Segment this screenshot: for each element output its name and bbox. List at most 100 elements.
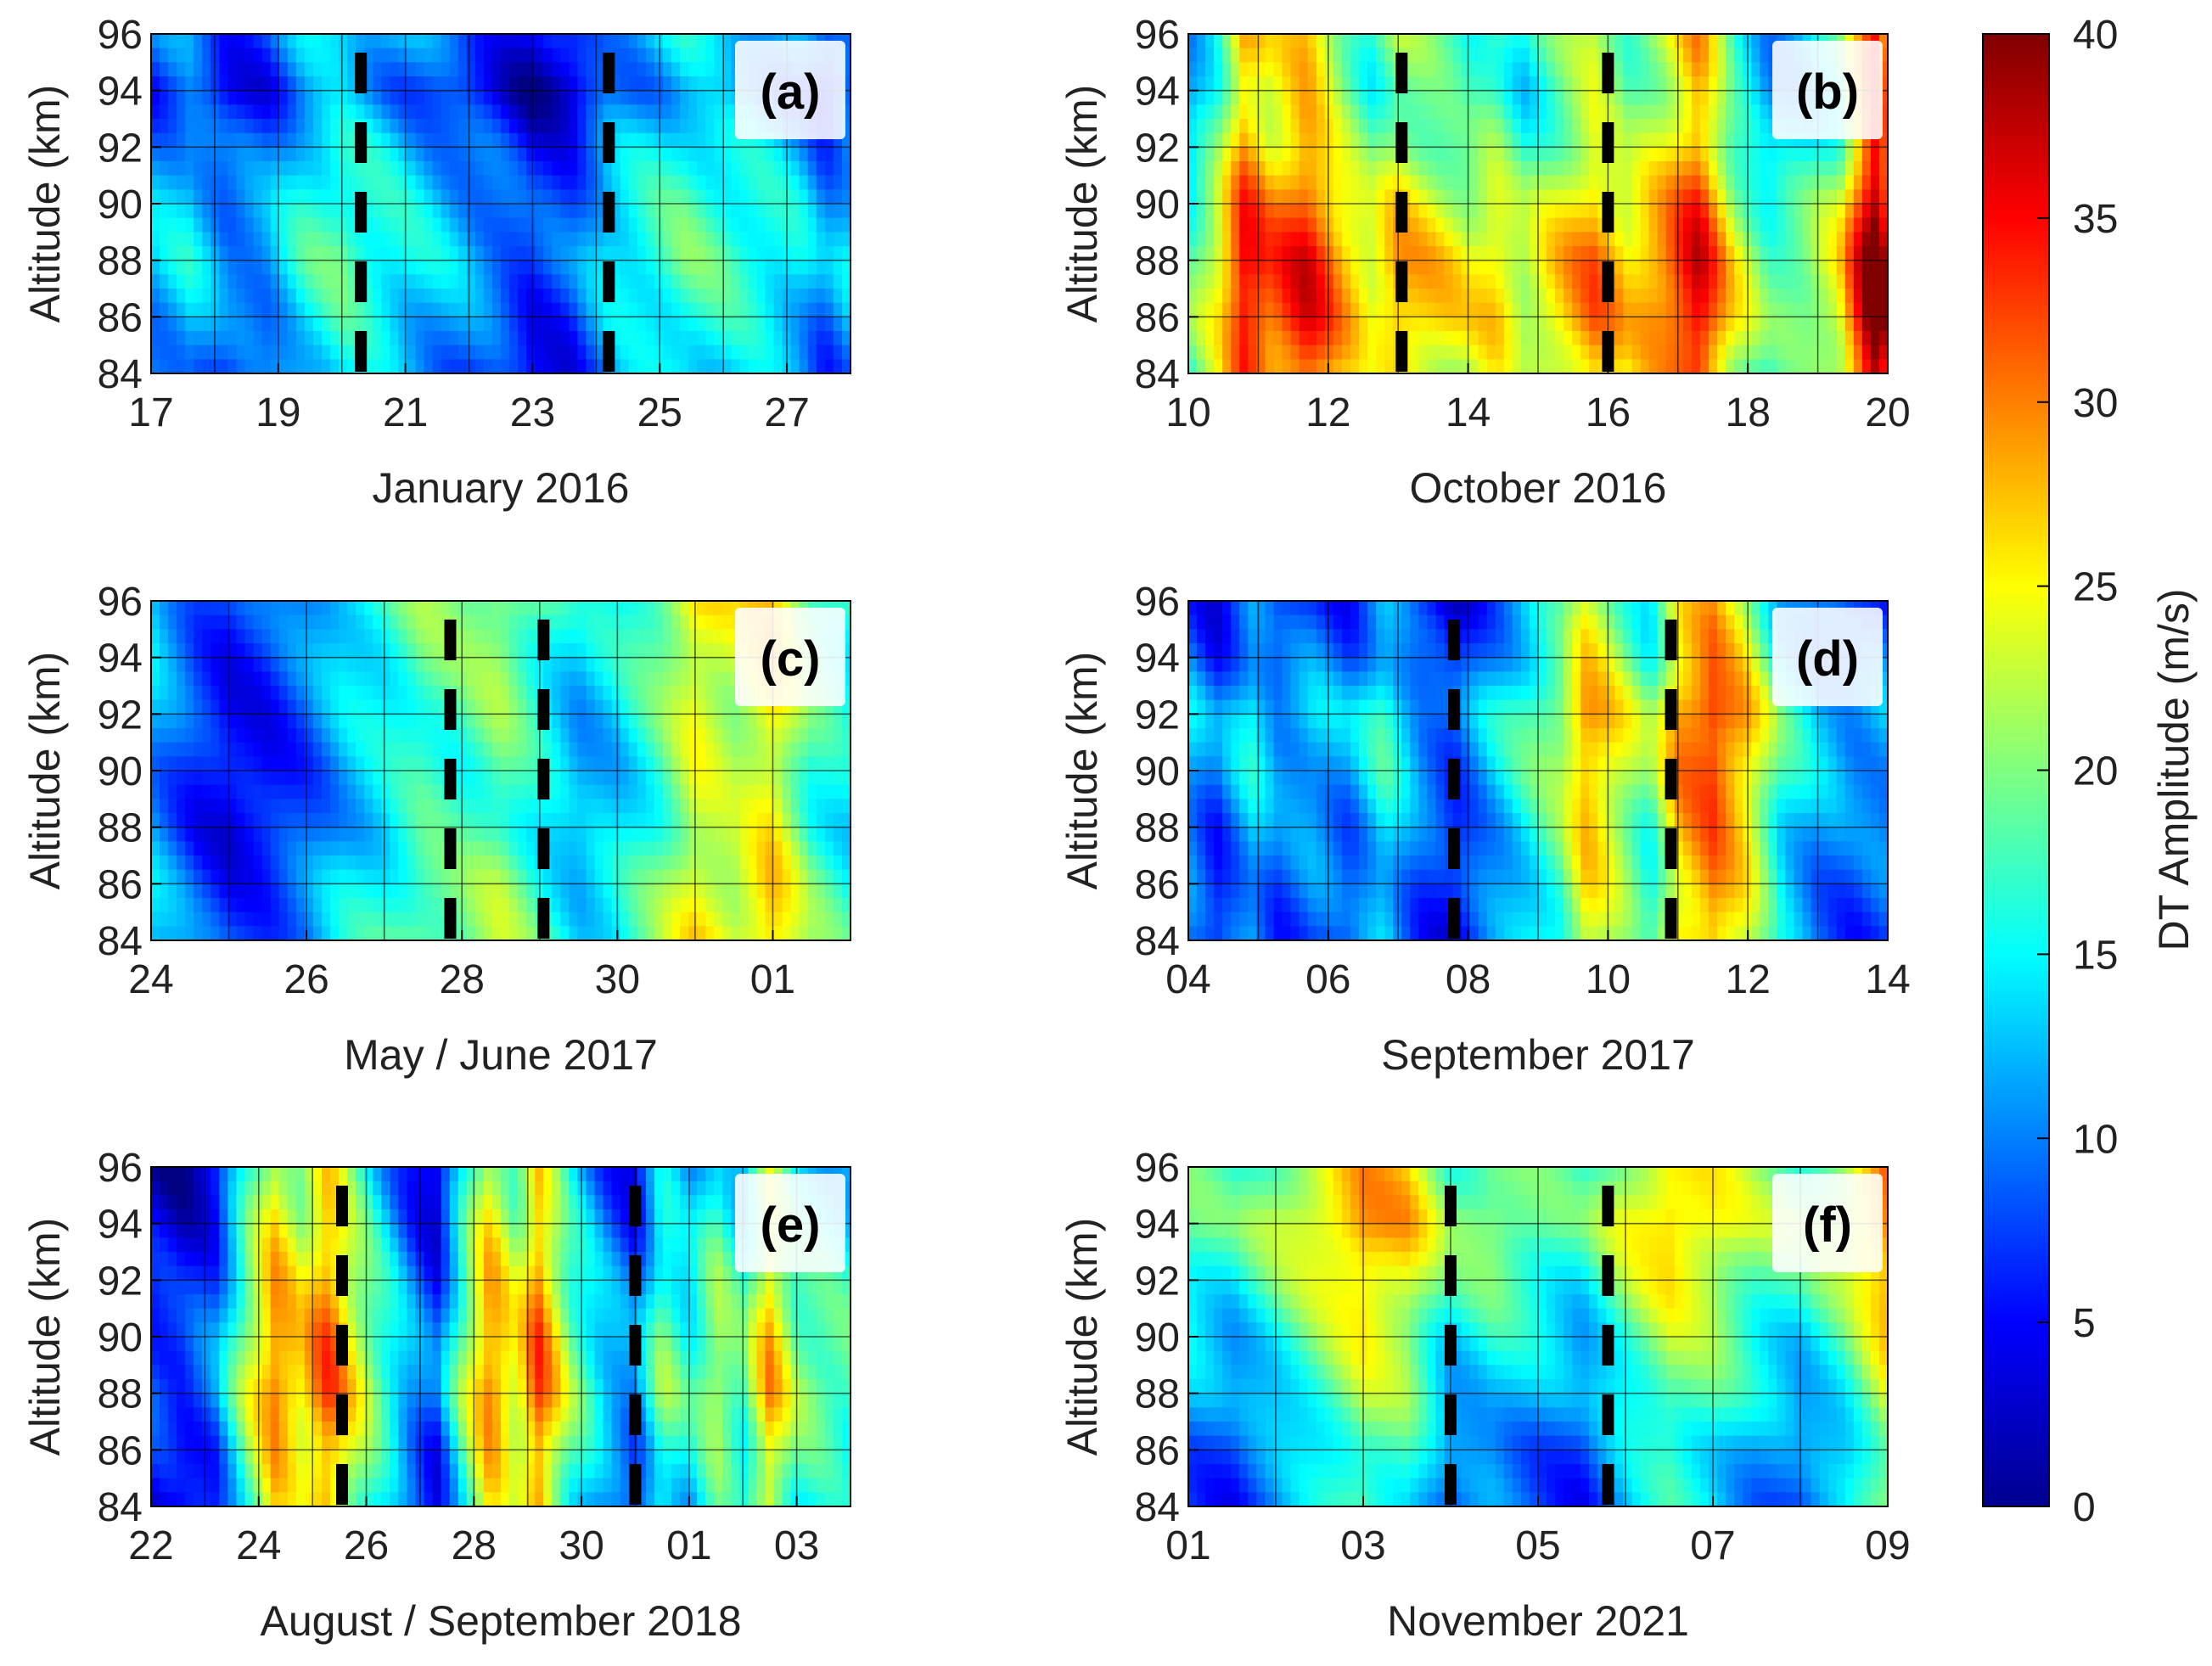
heatmap-cell bbox=[1648, 359, 1659, 374]
heatmap-cell bbox=[432, 147, 442, 162]
heatmap-cell bbox=[833, 217, 843, 233]
heatmap-cell bbox=[1350, 76, 1360, 92]
heatmap-cell bbox=[1648, 289, 1659, 304]
heatmap-cell bbox=[543, 317, 553, 332]
heatmap-cell bbox=[1248, 132, 1257, 148]
heatmap-cell bbox=[1674, 132, 1684, 148]
heatmap-cell bbox=[398, 147, 408, 162]
heatmap-cell bbox=[535, 246, 544, 261]
heatmap-cell bbox=[1853, 189, 1863, 205]
heatmap-cell bbox=[458, 699, 468, 715]
heatmap-cell bbox=[1461, 76, 1471, 92]
heatmap-cell bbox=[807, 132, 817, 148]
heatmap-cell bbox=[1751, 246, 1760, 261]
heatmap-cell bbox=[680, 34, 689, 49]
heatmap-cell bbox=[569, 147, 579, 162]
heatmap-cell bbox=[1614, 76, 1625, 92]
heatmap-cell bbox=[1239, 175, 1249, 190]
heatmap-cell bbox=[1222, 76, 1232, 92]
heatmap-cell bbox=[270, 799, 280, 814]
heatmap-cell bbox=[304, 671, 314, 687]
heatmap-cell bbox=[330, 728, 340, 743]
heatmap-cell bbox=[1376, 62, 1385, 77]
heatmap-cell bbox=[466, 302, 476, 317]
heatmap-cell bbox=[424, 119, 434, 134]
heatmap-cell bbox=[1290, 104, 1300, 120]
heatmap-cell bbox=[330, 671, 340, 687]
heatmap-cell bbox=[1435, 260, 1446, 275]
heatmap-cell bbox=[688, 175, 698, 190]
heatmap-cell bbox=[1794, 317, 1804, 332]
heatmap-cell bbox=[518, 189, 527, 205]
heatmap-cell bbox=[253, 90, 263, 105]
heatmap-cell bbox=[278, 104, 289, 120]
heatmap-cell bbox=[244, 771, 255, 786]
heatmap-cell bbox=[407, 813, 417, 828]
heatmap-cell bbox=[1777, 359, 1787, 374]
heatmap-cell bbox=[1358, 274, 1368, 289]
heatmap-cell bbox=[295, 728, 306, 743]
heatmap-cell bbox=[1878, 317, 1889, 332]
heatmap-cell bbox=[381, 699, 390, 715]
heatmap-cell bbox=[654, 302, 664, 317]
heatmap-cell bbox=[1760, 302, 1769, 317]
heatmap-cell bbox=[364, 601, 373, 616]
heatmap-cell bbox=[347, 728, 357, 743]
heatmap-cell bbox=[628, 331, 638, 346]
heatmap-cell bbox=[586, 359, 596, 374]
heatmap-cell bbox=[466, 869, 476, 884]
heatmap-cell bbox=[1657, 161, 1667, 177]
heatmap-cell bbox=[1324, 62, 1334, 77]
y-tick-label: 96 bbox=[98, 13, 143, 58]
heatmap-cell bbox=[586, 62, 596, 77]
heatmap-cell bbox=[1572, 189, 1581, 205]
heatmap-cell bbox=[824, 302, 834, 317]
heatmap-cell bbox=[219, 686, 229, 701]
heatmap-cell bbox=[1205, 274, 1215, 289]
heatmap-cell bbox=[1461, 161, 1471, 177]
heatmap-cell bbox=[1657, 331, 1667, 346]
heatmap-cell bbox=[1444, 119, 1454, 134]
heatmap-cell bbox=[705, 345, 715, 360]
heatmap-cell bbox=[339, 119, 348, 134]
heatmap-cell bbox=[202, 62, 211, 77]
heatmap-cell bbox=[415, 147, 425, 162]
heatmap-cell bbox=[458, 289, 468, 304]
heatmap-cell bbox=[202, 345, 211, 360]
heatmap-cell bbox=[432, 657, 442, 672]
heatmap-cell bbox=[569, 345, 579, 360]
heatmap-cell bbox=[1682, 147, 1693, 162]
heatmap-cell bbox=[1461, 317, 1471, 332]
heatmap-cell bbox=[287, 132, 297, 148]
heatmap-cell bbox=[185, 62, 194, 77]
heatmap-cell bbox=[1794, 302, 1804, 317]
heatmap-cell bbox=[185, 771, 194, 786]
heatmap-cell bbox=[458, 742, 468, 757]
heatmap-cell bbox=[1811, 161, 1821, 177]
heatmap-cell bbox=[1657, 34, 1667, 49]
heatmap-cell bbox=[364, 147, 373, 162]
heatmap-cell bbox=[1819, 274, 1829, 289]
heatmap-cell bbox=[449, 331, 459, 346]
heatmap-cell bbox=[1734, 302, 1743, 317]
heatmap-cell bbox=[662, 331, 672, 346]
heatmap-cell bbox=[312, 76, 323, 92]
heatmap-cell bbox=[1768, 217, 1777, 233]
heatmap-cell bbox=[295, 217, 306, 233]
heatmap-cell bbox=[535, 34, 544, 49]
heatmap-cell bbox=[569, 359, 579, 374]
heatmap-cell bbox=[1282, 119, 1292, 134]
heatmap-cell bbox=[645, 260, 655, 275]
heatmap-cell bbox=[211, 771, 220, 786]
heatmap-cell bbox=[398, 643, 408, 659]
heatmap-cell bbox=[491, 317, 502, 332]
heatmap-cell bbox=[1564, 104, 1573, 120]
heatmap-cell bbox=[645, 331, 655, 346]
heatmap-cell bbox=[304, 62, 314, 77]
heatmap-cell bbox=[1648, 246, 1659, 261]
heatmap-cell bbox=[185, 784, 194, 799]
heatmap-cell bbox=[1444, 161, 1454, 177]
heatmap-cell bbox=[654, 76, 664, 92]
heatmap-cell bbox=[364, 926, 373, 941]
heatmap-cell bbox=[312, 799, 323, 814]
